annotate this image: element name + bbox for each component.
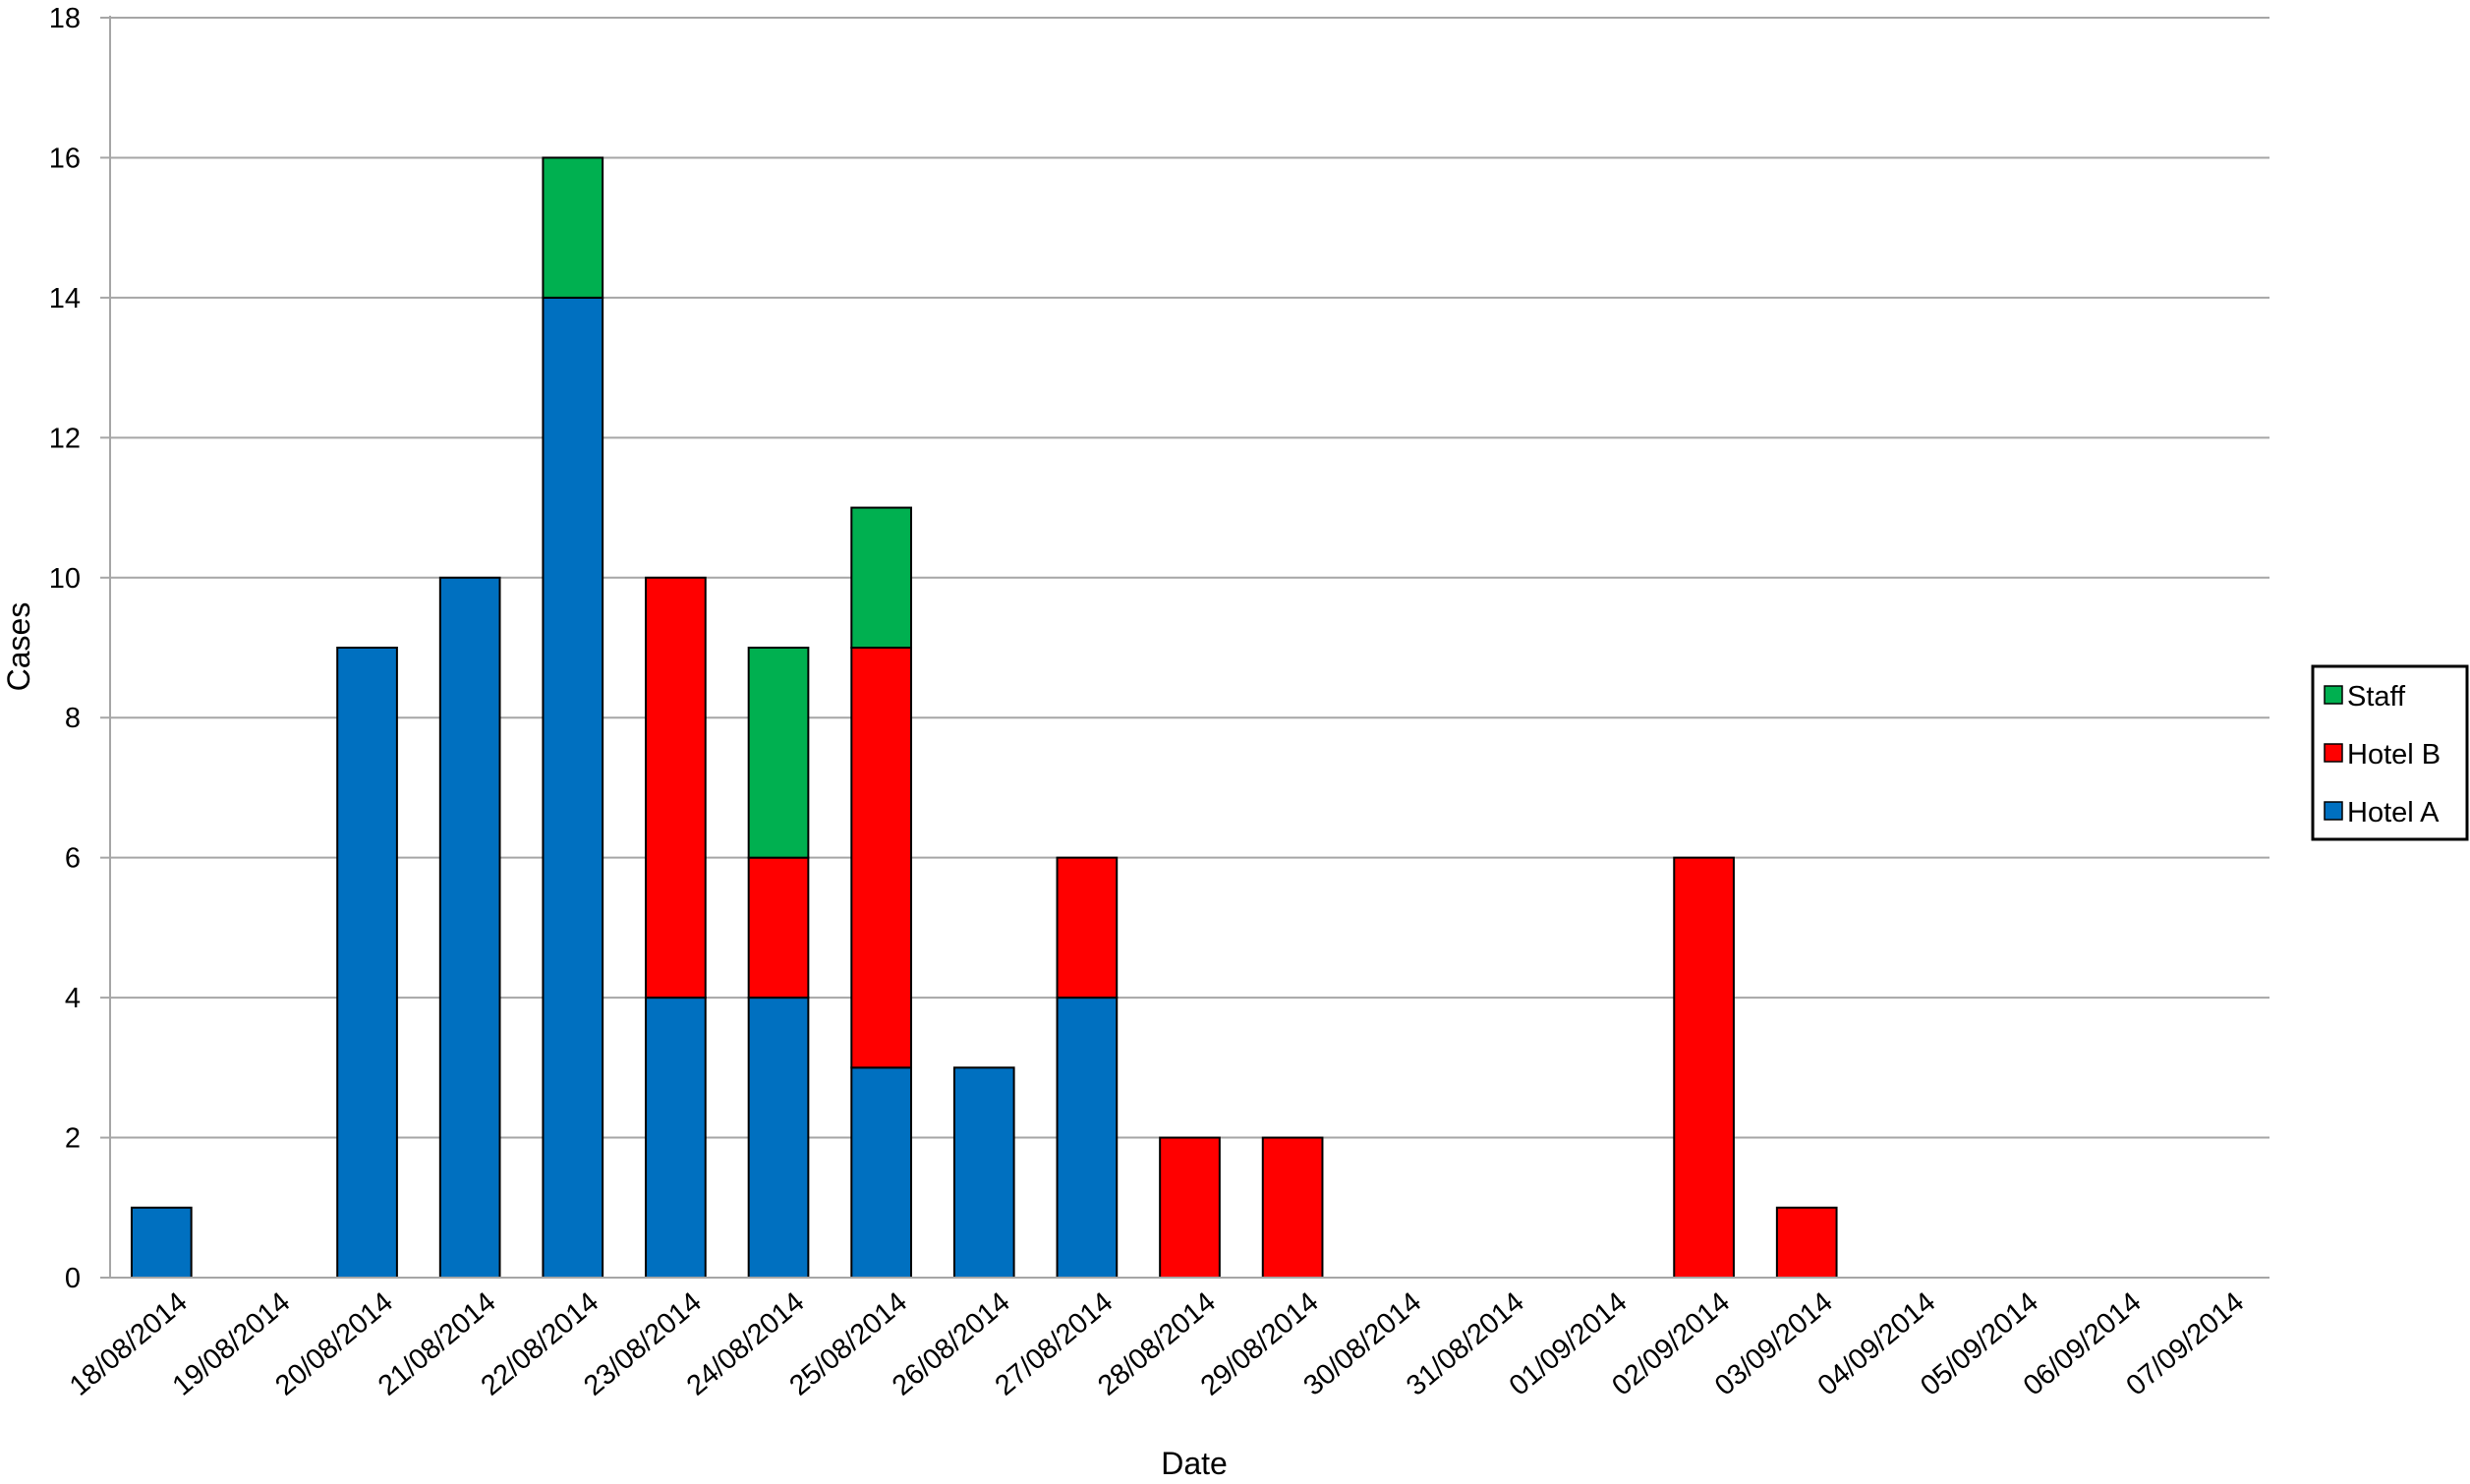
legend-label: Hotel B — [2347, 739, 2441, 771]
legend-label: Staff — [2347, 681, 2406, 713]
legend-swatch — [2324, 685, 2343, 705]
y-tick-label: 8 — [65, 703, 81, 734]
bar-segment-hotel-a — [850, 1066, 912, 1280]
bar-segment-hotel-b — [645, 576, 707, 999]
y-tick-label: 2 — [65, 1123, 81, 1155]
legend-swatch — [2324, 743, 2343, 763]
bar-segment-hotel-a — [542, 296, 604, 1279]
bar-segment-staff — [542, 156, 604, 299]
bar-segment-hotel-a — [336, 647, 398, 1279]
y-tick-label: 14 — [49, 283, 81, 314]
y-tick-label: 18 — [49, 3, 81, 34]
bar-segment-hotel-b — [1673, 856, 1735, 1280]
y-tick-label: 16 — [49, 143, 81, 174]
y-tick-label: 0 — [65, 1263, 81, 1294]
y-axis-label: Cases — [1, 602, 36, 692]
x-axis-ticks: 18/08/201419/08/201420/08/201421/08/2014… — [64, 1286, 2250, 1402]
y-tick-label: 4 — [65, 983, 81, 1014]
bar-segment-hotel-a — [130, 1206, 193, 1280]
bar-segment-hotel-a — [1056, 997, 1119, 1279]
bar-segment-staff — [850, 506, 912, 649]
bars — [130, 156, 1838, 1280]
bar-segment-staff — [747, 647, 810, 859]
bar-segment-hotel-b — [1775, 1206, 1838, 1280]
y-tick-label: 12 — [49, 423, 81, 454]
y-axis-ticks: 0 2 4 6 8 10 12 14 16 18 — [49, 3, 110, 1294]
bar-segment-hotel-a — [438, 576, 501, 1279]
bar-segment-hotel-b — [747, 856, 810, 999]
bar-segment-hotel-a — [645, 997, 707, 1279]
legend: Staff Hotel B Hotel A — [2311, 664, 2469, 841]
bar-segment-hotel-a — [952, 1066, 1015, 1280]
bar-segment-hotel-b — [850, 647, 912, 1069]
axes — [109, 16, 2269, 1279]
bar-segment-hotel-b — [1056, 856, 1119, 999]
legend-swatch — [2324, 801, 2343, 821]
x-axis-label: Date — [1161, 1446, 1228, 1481]
y-tick-label: 10 — [49, 563, 81, 595]
legend-label: Hotel A — [2347, 797, 2440, 828]
bar-segment-hotel-a — [747, 997, 810, 1279]
bar-segment-hotel-b — [1261, 1136, 1324, 1279]
y-tick-label: 6 — [65, 843, 81, 875]
bar-segment-hotel-b — [1159, 1136, 1221, 1279]
gridlines — [110, 17, 2269, 1279]
